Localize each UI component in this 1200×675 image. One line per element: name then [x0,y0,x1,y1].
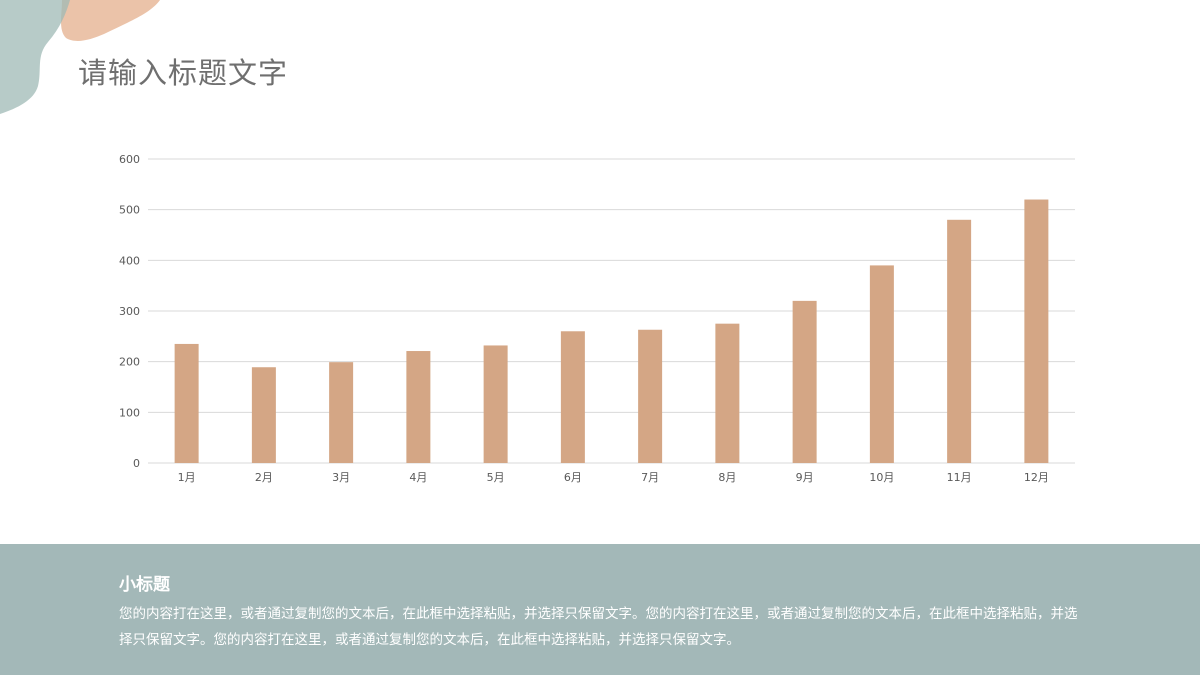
x-tick-label: 11月 [947,471,972,484]
footer-body-text: 您的内容打在这里，或者通过复制您的文本后，在此框中选择粘贴，并选择只保留文字。您… [119,606,1078,648]
y-tick-label: 300 [119,305,140,318]
y-tick-label: 100 [119,406,140,419]
x-tick-label: 3月 [332,471,350,484]
y-tick-label: 400 [119,254,140,267]
y-tick-label: 200 [119,356,140,369]
x-tick-label: 5月 [487,471,505,484]
y-tick-label: 600 [119,153,140,166]
y-tick-label: 0 [133,457,140,470]
bar-1 [174,343,199,463]
x-axis-ticks: 1月 2月 3月 4月 5月 6月 7月 8月 9月 10月 11月 12月 [178,471,1049,484]
footer-panel [0,544,1200,675]
x-tick-label: 7月 [641,471,659,484]
x-tick-label: 2月 [255,471,273,484]
grid-lines [148,158,1075,464]
x-tick-label: 8月 [718,471,736,484]
bar-11 [947,219,972,463]
bar-chart: 0 100 200 300 400 500 600 1月 2月 3月 4月 5月 6月 7月 8月 9月 10… [119,153,1075,484]
x-tick-label: 9月 [796,471,814,484]
x-tick-label: 12月 [1024,471,1049,484]
bar-4 [406,351,431,463]
y-axis-ticks: 0 100 200 300 400 500 600 [119,153,140,470]
bar-12 [1024,199,1049,464]
page-title: 请输入标题文字 [78,56,289,90]
x-tick-label: 10月 [869,471,894,484]
bar-6 [560,331,585,463]
y-tick-label: 500 [119,204,140,217]
x-tick-label: 6月 [564,471,582,484]
bar-3 [329,362,354,463]
x-tick-label: 1月 [178,471,196,484]
bar-5 [483,345,508,463]
x-tick-label: 4月 [409,471,427,484]
watercolor-decoration [0,0,160,114]
teal-brush-stroke [0,0,70,114]
bar-9 [792,300,817,463]
bar-8 [715,323,740,463]
peach-brush-stroke [61,0,160,41]
footer-subtitle: 小标题 [119,575,170,595]
bars [174,199,1049,464]
bar-7 [638,329,663,463]
bar-10 [869,265,894,463]
bar-2 [251,367,276,463]
